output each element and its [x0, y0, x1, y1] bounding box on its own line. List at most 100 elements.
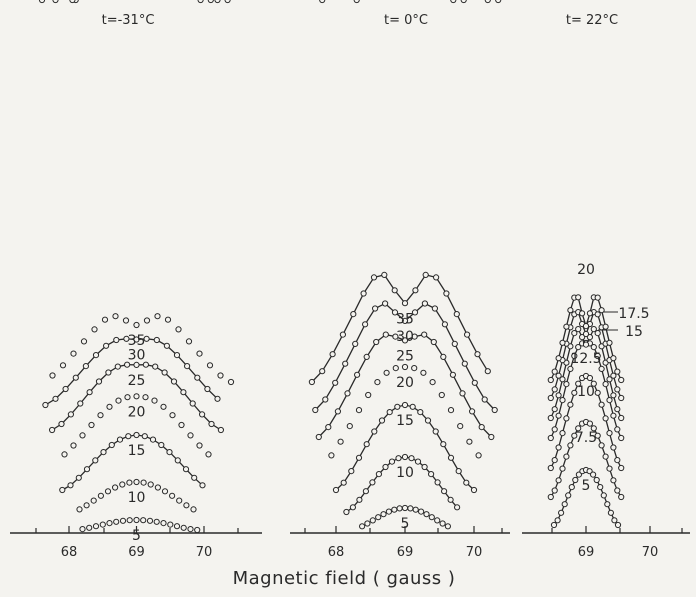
- data-point: [334, 408, 341, 415]
- data-point: [571, 330, 578, 337]
- series-7.5: 7.5: [547, 418, 625, 501]
- data-point: [372, 305, 379, 312]
- data-point: [67, 411, 75, 418]
- series-30: 30: [312, 300, 498, 414]
- data-point: [586, 334, 594, 341]
- data-point: [133, 321, 140, 329]
- data-point: [72, 374, 79, 381]
- data-point: [125, 433, 132, 440]
- data-point: [604, 501, 611, 508]
- data-point: [565, 492, 572, 499]
- data-point: [124, 361, 131, 368]
- data-point: [88, 421, 95, 429]
- series-25: 25: [49, 361, 224, 434]
- data-point: [610, 355, 617, 362]
- series-label: 10: [396, 465, 414, 481]
- data-point: [555, 355, 562, 362]
- tick-label: 68: [328, 545, 345, 560]
- data-point: [187, 432, 194, 439]
- data-point: [555, 372, 562, 379]
- data-point: [610, 372, 617, 379]
- data-point: [69, 0, 76, 4]
- data-point: [77, 400, 84, 407]
- data-point: [62, 385, 69, 393]
- data-point: [559, 376, 566, 383]
- data-point: [575, 344, 582, 351]
- tick-label: 70: [466, 545, 483, 560]
- data-point: [386, 409, 393, 416]
- series-5: 5: [550, 466, 622, 529]
- data-point: [86, 524, 93, 531]
- data-point: [598, 442, 605, 449]
- data-point: [594, 330, 601, 337]
- panel-title-minus31: t=-31°C: [102, 13, 155, 28]
- data-point: [594, 294, 601, 301]
- data-point: [349, 504, 356, 511]
- data-point: [554, 517, 561, 524]
- data-point: [199, 411, 206, 418]
- data-point: [339, 331, 346, 338]
- data-point: [374, 379, 381, 386]
- data-point: [575, 425, 582, 432]
- data-point: [407, 505, 414, 512]
- data-point: [189, 400, 196, 407]
- data-point: [401, 363, 409, 371]
- data-point: [614, 457, 621, 464]
- series-label: 15: [625, 324, 643, 340]
- series-35: 35: [308, 0, 502, 386]
- data-point: [385, 508, 392, 515]
- series-label: 10: [577, 384, 595, 400]
- data-point: [183, 502, 190, 509]
- data-point: [382, 331, 389, 338]
- data-point: [567, 365, 574, 372]
- data-point: [352, 340, 359, 347]
- data-point: [187, 526, 194, 533]
- data-point: [547, 464, 554, 472]
- series-5: 5: [354, 0, 457, 532]
- data-point: [328, 452, 335, 459]
- data-point: [575, 294, 582, 301]
- data-point: [337, 438, 344, 445]
- series-label: 30: [396, 329, 414, 345]
- data-point: [559, 397, 566, 404]
- data-point: [194, 526, 201, 534]
- data-point: [350, 311, 357, 318]
- data-point: [551, 426, 558, 433]
- series-15: 15: [59, 0, 214, 494]
- data-point: [356, 496, 363, 503]
- data-point: [217, 372, 224, 379]
- data-point: [590, 425, 597, 432]
- data-point: [563, 415, 570, 422]
- data-point: [160, 403, 167, 410]
- data-point: [365, 391, 372, 399]
- data-point: [149, 436, 157, 443]
- series-10: 10: [343, 0, 467, 516]
- data-point: [571, 432, 578, 439]
- data-point: [469, 408, 476, 415]
- series-label: 5: [401, 516, 410, 532]
- data-point: [158, 441, 165, 449]
- data-point: [575, 380, 582, 387]
- series-10: 10: [69, 0, 204, 513]
- data-point: [329, 351, 336, 358]
- data-point: [593, 476, 600, 484]
- data-point: [614, 386, 621, 393]
- data-point: [582, 323, 590, 330]
- data-point: [163, 342, 170, 349]
- data-point: [153, 336, 160, 344]
- data-point: [348, 468, 355, 475]
- data-point: [116, 436, 124, 443]
- data-point: [103, 342, 110, 349]
- data-point: [49, 426, 56, 434]
- data-point: [555, 392, 562, 399]
- data-point: [325, 424, 332, 431]
- data-point: [551, 386, 558, 393]
- data-point: [161, 488, 169, 495]
- data-point: [461, 360, 468, 367]
- data-point: [360, 290, 367, 297]
- data-point: [176, 497, 183, 504]
- data-point: [459, 390, 466, 397]
- data-point: [153, 518, 160, 525]
- series-label: 10: [128, 490, 146, 506]
- data-point: [355, 407, 363, 414]
